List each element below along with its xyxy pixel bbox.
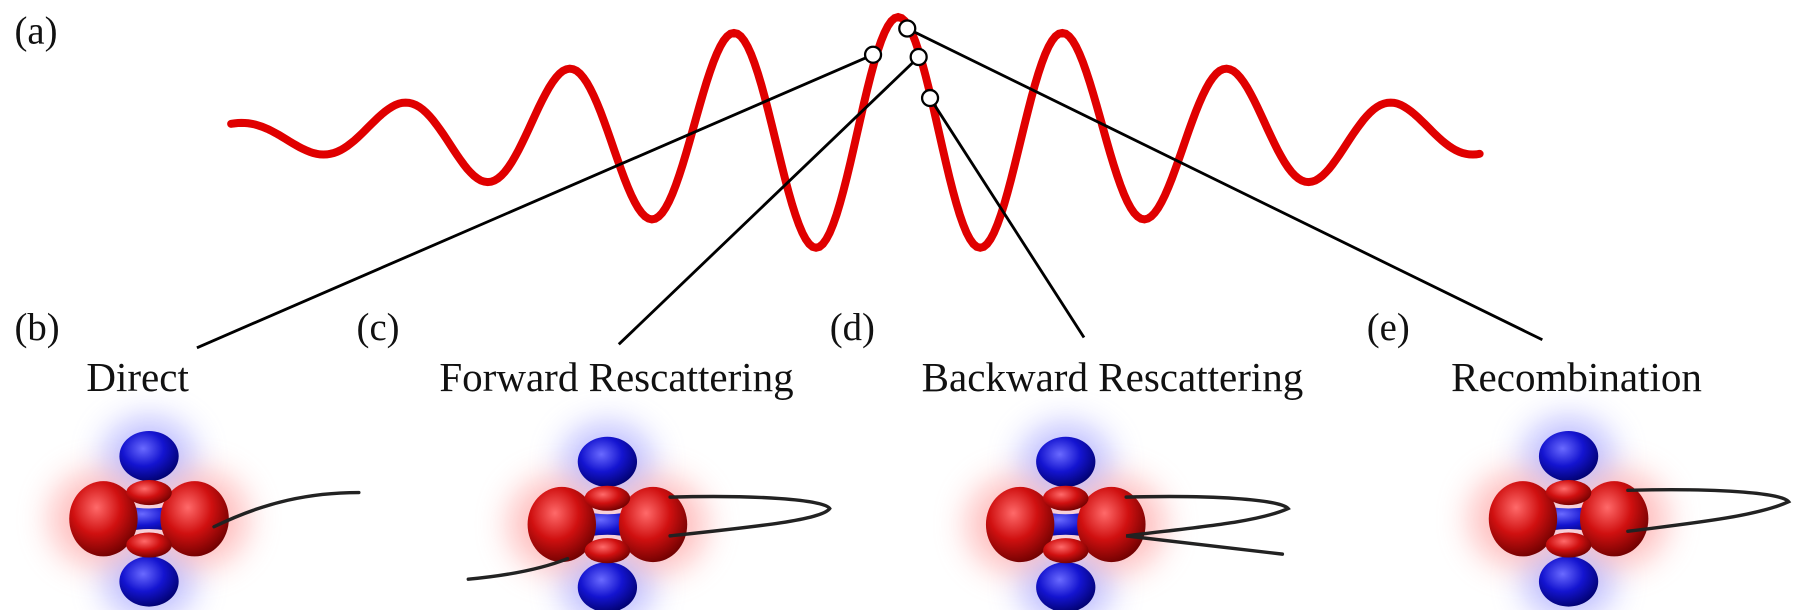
figure: (a) (b) (c) (d) (e) Direct Forward Resca… [0,0,1794,610]
marker [899,21,915,37]
connector [197,55,873,348]
panel-title: Backward Rescattering [922,354,1304,400]
connector [930,98,1084,337]
panel-label: (e) [1367,306,1410,349]
panel-label: (c) [357,306,400,349]
panel-label: (d) [830,306,875,349]
connector [907,29,1542,340]
orbital [508,423,706,610]
panel-title: Recombination [1451,354,1702,400]
orbital [1469,417,1667,610]
panel-title: Forward Rescattering [439,354,793,400]
panel-title: Direct [86,354,189,400]
laser-wave [231,17,1480,248]
panel-label: (a) [14,9,57,52]
marker [911,49,927,65]
orbital [50,417,248,610]
marker [922,90,938,106]
panel-label: (b) [14,306,59,349]
markers [865,21,938,107]
orbital [967,423,1165,610]
marker [865,47,881,63]
